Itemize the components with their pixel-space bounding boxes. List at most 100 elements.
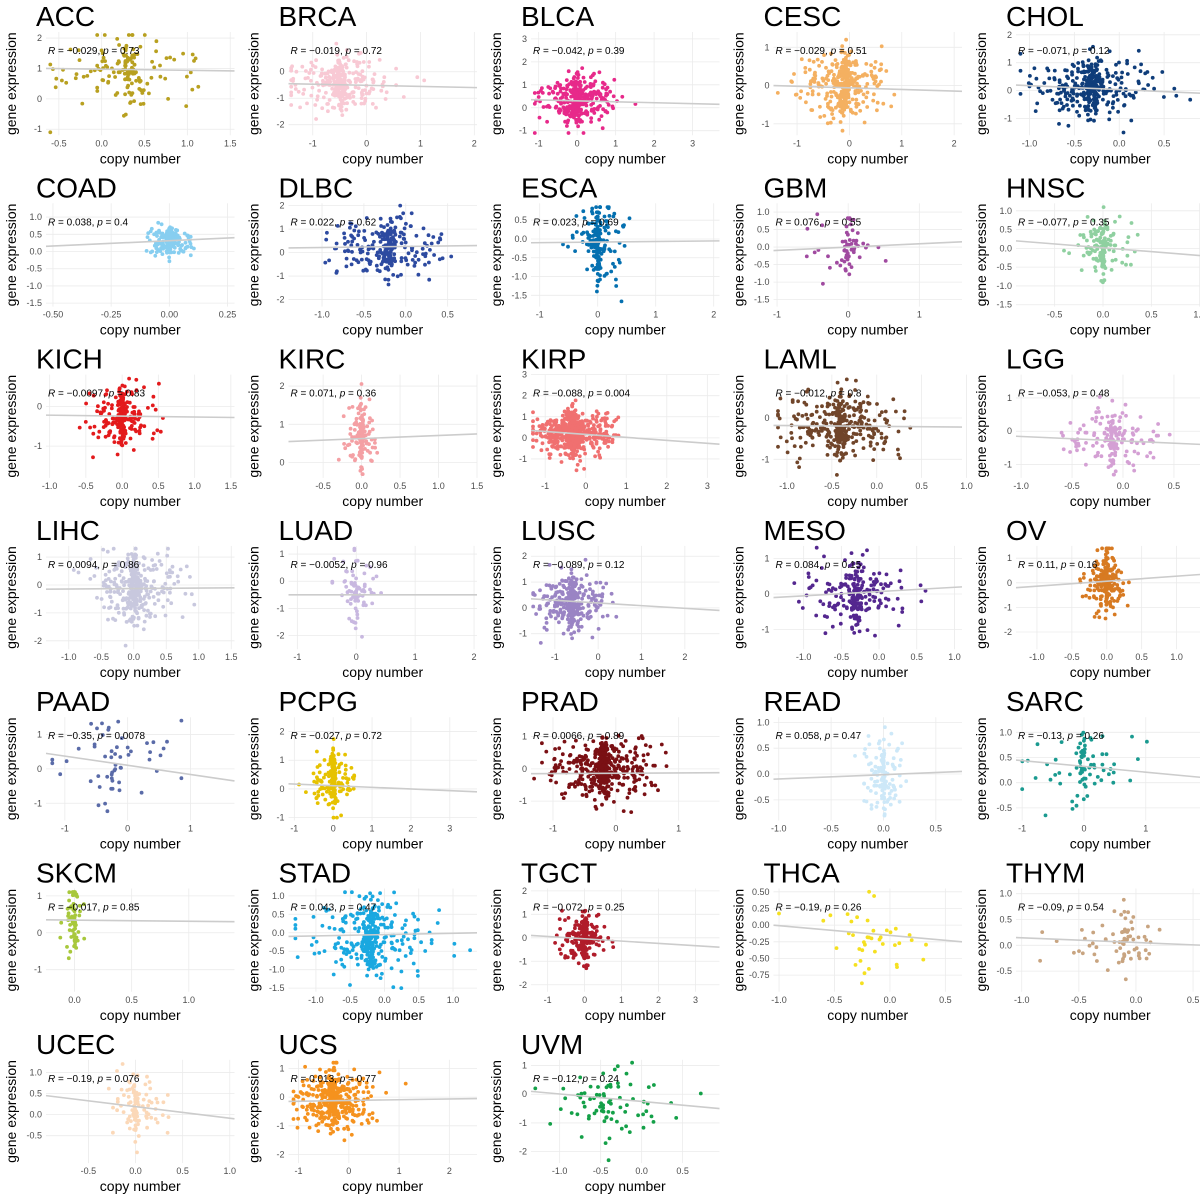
data-point (339, 108, 344, 113)
data-point (449, 254, 454, 259)
y-tick-label: -1 (276, 603, 284, 613)
data-point (339, 98, 344, 103)
data-point (1095, 453, 1100, 458)
y-tick-label: 3 (522, 370, 527, 380)
data-point (141, 627, 146, 632)
data-point (576, 124, 580, 129)
data-point (196, 84, 201, 89)
data-point (361, 60, 366, 64)
data-point (574, 214, 579, 218)
data-point (563, 409, 567, 414)
data-point (1076, 443, 1081, 448)
data-point (868, 440, 873, 445)
y-tick-label: -1.0 (511, 272, 527, 282)
y-tick-label: 0.0 (514, 234, 527, 244)
x-tick-label: 0.5 (1145, 310, 1158, 320)
data-point (554, 584, 559, 589)
data-point (847, 262, 852, 266)
data-point (1113, 71, 1118, 75)
panel-title: GBM (764, 172, 828, 203)
data-point (169, 232, 174, 237)
p-symbol: p (824, 217, 831, 228)
data-point (883, 439, 888, 444)
data-point (564, 442, 569, 447)
data-point (1114, 427, 1119, 431)
r-symbol: R (1018, 217, 1025, 228)
data-point (1086, 58, 1091, 63)
data-point (568, 456, 572, 460)
data-point (558, 83, 563, 87)
data-point (360, 472, 365, 476)
data-point (358, 453, 362, 458)
x-tick-label: 1 (917, 310, 922, 320)
data-point (565, 84, 570, 89)
data-point (597, 70, 602, 75)
data-point (370, 601, 375, 606)
data-point (375, 450, 380, 455)
data-point (583, 588, 588, 593)
data-point (606, 206, 611, 211)
data-point (837, 427, 842, 432)
data-point (142, 424, 147, 429)
data-point (87, 391, 92, 396)
data-point (119, 439, 124, 444)
y-tick-label: 0 (764, 413, 769, 423)
y-tick-label: -1 (34, 441, 42, 451)
data-point (345, 101, 349, 106)
data-point (1098, 421, 1103, 426)
data-point (393, 259, 397, 264)
data-point (178, 567, 183, 572)
data-point (844, 55, 848, 60)
data-point (1092, 80, 1097, 85)
data-point (137, 429, 142, 433)
data-point (323, 75, 328, 80)
data-point (579, 577, 584, 581)
data-point (344, 264, 349, 269)
data-point (164, 56, 169, 60)
data-point (1082, 70, 1087, 75)
data-point (536, 90, 541, 95)
data-point (538, 641, 543, 645)
data-point (841, 113, 846, 118)
data-point (179, 243, 184, 248)
data-point (1094, 415, 1099, 420)
data-point (181, 51, 186, 56)
p-symbol: p (339, 389, 346, 400)
data-point (572, 90, 577, 95)
data-point (325, 230, 329, 235)
data-point (289, 84, 294, 89)
data-point (572, 443, 577, 448)
data-point (323, 260, 328, 265)
data-point (553, 594, 557, 598)
data-point (594, 96, 599, 101)
data-point (852, 413, 856, 418)
data-point (96, 435, 101, 440)
data-point (586, 603, 591, 607)
data-point (153, 614, 158, 619)
p-value: = 0.55 (830, 217, 861, 228)
data-point (792, 72, 796, 76)
data-point (378, 216, 383, 221)
data-point (1109, 268, 1114, 272)
data-point (566, 118, 571, 123)
data-point (835, 260, 839, 265)
data-point (139, 573, 143, 578)
data-point (881, 101, 886, 106)
data-point (350, 405, 355, 409)
data-point (822, 53, 826, 57)
data-point (148, 615, 152, 619)
data-point (153, 407, 158, 412)
x-tick-label: 1.0 (432, 481, 445, 491)
p-value: = 0.35 (1079, 217, 1110, 228)
data-point (131, 405, 136, 409)
data-point (582, 216, 587, 220)
data-point (305, 101, 309, 106)
data-point (383, 277, 388, 282)
data-point (168, 247, 173, 251)
data-point (123, 92, 127, 97)
y-tick-label: 1 (522, 80, 527, 90)
x-tick-label: -1.0 (61, 652, 77, 662)
data-point (1110, 421, 1115, 425)
data-point (356, 430, 361, 435)
